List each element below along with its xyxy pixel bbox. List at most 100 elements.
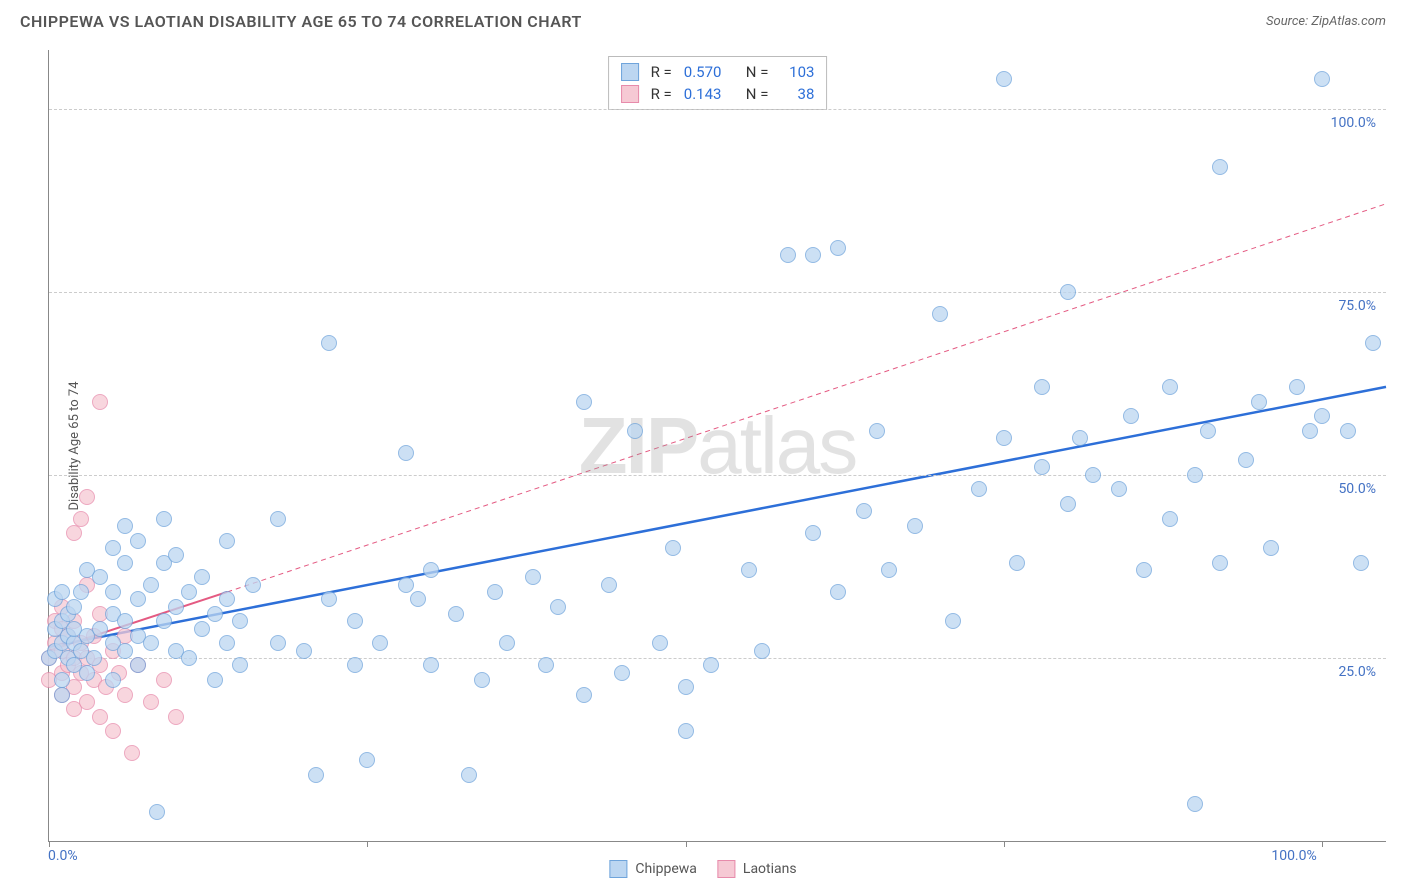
scatter-point: [66, 599, 82, 615]
scatter-point: [487, 584, 503, 600]
scatter-point: [805, 247, 821, 263]
x-tick-label: 0.0%: [48, 848, 78, 864]
scatter-point: [124, 745, 140, 761]
scatter-point: [627, 423, 643, 439]
scatter-point: [1212, 159, 1228, 175]
scatter-point: [1060, 496, 1076, 512]
scatter-point: [1212, 555, 1228, 571]
scatter-point: [1123, 408, 1139, 424]
scatter-point: [614, 665, 630, 681]
x-tick: [1322, 841, 1323, 847]
trend-lines-svg: [49, 50, 1386, 841]
scatter-point: [130, 657, 146, 673]
scatter-point: [538, 657, 554, 673]
scatter-point: [1340, 423, 1356, 439]
legend-swatch-chippewa: [609, 860, 627, 878]
scatter-point: [66, 525, 82, 541]
scatter-point: [499, 635, 515, 651]
scatter-point: [932, 306, 948, 322]
scatter-point: [149, 804, 165, 820]
scatter-point: [79, 665, 95, 681]
scatter-point: [525, 569, 541, 585]
scatter-point: [168, 709, 184, 725]
scatter-chart: ZIPatlas R = 0.570 N = 103 R = 0.143 N =…: [48, 50, 1386, 842]
r-label: R =: [651, 63, 672, 81]
scatter-point: [143, 635, 159, 651]
series-label: Chippewa: [635, 861, 697, 877]
scatter-point: [1060, 284, 1076, 300]
legend-swatch-laotians: [621, 85, 639, 103]
scatter-point: [92, 709, 108, 725]
scatter-point: [1085, 467, 1101, 483]
scatter-point: [130, 591, 146, 607]
scatter-point: [780, 247, 796, 263]
scatter-point: [156, 672, 172, 688]
scatter-point: [1251, 394, 1267, 410]
scatter-point: [296, 643, 312, 659]
scatter-point: [1238, 452, 1254, 468]
x-tick: [1004, 841, 1005, 847]
scatter-point: [156, 613, 172, 629]
scatter-point: [207, 672, 223, 688]
r-label: R =: [651, 85, 672, 103]
scatter-point: [143, 694, 159, 710]
scatter-point: [92, 621, 108, 637]
legend-swatch-laotians: [717, 860, 735, 878]
scatter-point: [1136, 562, 1152, 578]
grid-line: [49, 658, 1386, 659]
scatter-point: [270, 511, 286, 527]
scatter-point: [92, 569, 108, 585]
scatter-point: [754, 643, 770, 659]
scatter-point: [105, 540, 121, 556]
scatter-point: [321, 591, 337, 607]
scatter-point: [550, 599, 566, 615]
scatter-point: [143, 577, 159, 593]
scatter-point: [1034, 379, 1050, 395]
scatter-point: [73, 511, 89, 527]
scatter-point: [971, 481, 987, 497]
scatter-point: [308, 767, 324, 783]
scatter-point: [194, 621, 210, 637]
y-tick-label: 100.0%: [1331, 115, 1376, 131]
trend-line: [49, 387, 1386, 647]
y-tick-label: 50.0%: [1338, 481, 1376, 497]
scatter-point: [1289, 379, 1305, 395]
scatter-point: [703, 657, 719, 673]
scatter-point: [1034, 459, 1050, 475]
scatter-point: [117, 555, 133, 571]
scatter-point: [576, 394, 592, 410]
scatter-point: [423, 657, 439, 673]
scatter-point: [805, 525, 821, 541]
scatter-point: [54, 584, 70, 600]
x-tick-label: 100.0%: [1271, 848, 1316, 864]
chart-source: Source: ZipAtlas.com: [1266, 14, 1386, 29]
r-value: 0.143: [684, 85, 734, 103]
scatter-point: [474, 672, 490, 688]
scatter-point: [448, 606, 464, 622]
y-tick-label: 25.0%: [1338, 664, 1376, 680]
scatter-point: [347, 613, 363, 629]
scatter-point: [830, 240, 846, 256]
scatter-point: [79, 489, 95, 505]
scatter-point: [54, 687, 70, 703]
scatter-point: [601, 577, 617, 593]
scatter-point: [945, 613, 961, 629]
scatter-point: [830, 584, 846, 600]
scatter-point: [117, 643, 133, 659]
series-label: Laotians: [743, 861, 797, 877]
scatter-point: [73, 584, 89, 600]
scatter-point: [1353, 555, 1369, 571]
scatter-point: [398, 445, 414, 461]
scatter-point: [270, 635, 286, 651]
scatter-point: [156, 511, 172, 527]
scatter-point: [1314, 408, 1330, 424]
n-label: N =: [746, 85, 769, 103]
scatter-point: [665, 540, 681, 556]
scatter-point: [741, 562, 757, 578]
correlation-legend-row-1: R = 0.143 N = 38: [621, 83, 815, 105]
scatter-point: [168, 547, 184, 563]
correlation-legend: R = 0.570 N = 103 R = 0.143 N = 38: [608, 56, 828, 110]
series-legend-chippewa: Chippewa: [609, 860, 697, 878]
scatter-point: [232, 657, 248, 673]
scatter-point: [907, 518, 923, 534]
